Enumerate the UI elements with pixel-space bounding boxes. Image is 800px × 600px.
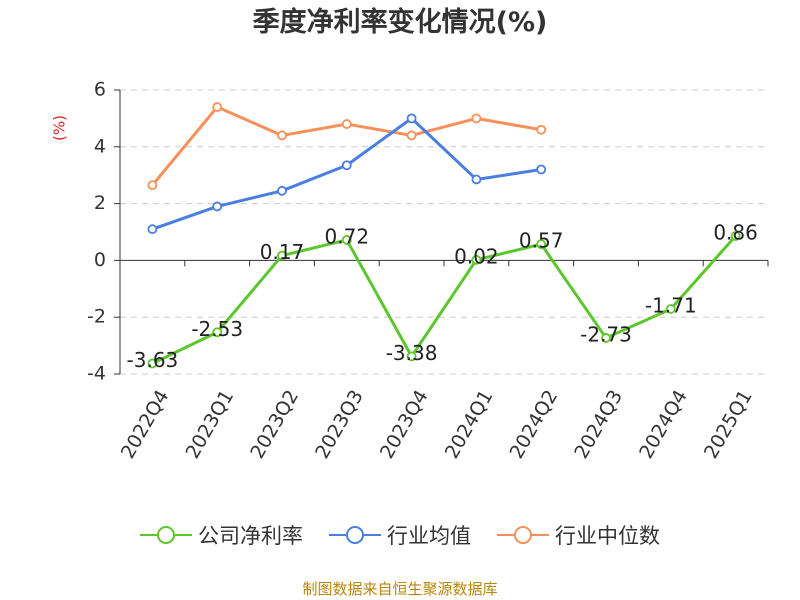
data-point-0 <box>147 358 158 369</box>
data-point-0 <box>601 333 611 343</box>
x-tick-label: 2025Q1 <box>700 386 757 462</box>
data-point-0 <box>471 254 482 265</box>
data-point-1 <box>406 113 417 124</box>
x-tick-label: 2024Q2 <box>506 386 563 462</box>
legend-label-industry-median: 行业中位数 <box>555 524 660 548</box>
data-label: 0.17 <box>260 240 305 264</box>
series-line-2 <box>151 105 542 187</box>
data-point-0 <box>341 235 352 245</box>
data-point-1 <box>277 185 287 196</box>
y-tick-label: 6 <box>94 79 106 101</box>
data-point-2 <box>212 102 223 112</box>
data-point-2 <box>536 124 547 135</box>
series-line-0 <box>151 234 737 365</box>
data-point-2 <box>406 130 417 141</box>
data-point-0 <box>665 304 676 314</box>
data-point-0 <box>277 250 287 261</box>
x-tick-label: 2023Q3 <box>311 386 368 462</box>
data-label: -3.63 <box>127 348 179 372</box>
series-line-1 <box>151 116 542 231</box>
y-tick-label: -4 <box>87 363 106 385</box>
legend-label-industry-mean: 行业均值 <box>387 524 471 548</box>
data-point-2 <box>147 180 158 191</box>
data-label: 0.86 <box>713 220 758 244</box>
legend: 公司净利率 行业均值 行业中位数 <box>0 520 800 550</box>
data-label: 0.57 <box>519 229 564 253</box>
data-point-2 <box>471 113 482 124</box>
data-point-0 <box>730 231 741 241</box>
data-point-1 <box>212 201 223 212</box>
data-point-1 <box>147 224 158 235</box>
legend-item-company[interactable]: 公司净利率 <box>140 520 303 550</box>
data-label: -3.38 <box>386 341 438 365</box>
x-tick-label: 2022Q4 <box>117 386 174 462</box>
x-tick-label: 2024Q1 <box>441 386 498 462</box>
data-point-1 <box>536 164 547 175</box>
data-label: -1.71 <box>645 293 697 317</box>
data-point-0 <box>406 351 417 362</box>
y-tick-label: -2 <box>87 306 106 328</box>
legend-label-company: 公司净利率 <box>198 524 303 548</box>
legend-item-industry-median[interactable]: 行业中位数 <box>497 520 660 550</box>
data-point-1 <box>471 174 482 185</box>
x-tick-label: 2024Q4 <box>635 386 692 462</box>
data-label: -2.53 <box>191 317 243 341</box>
x-tick-label: 2024Q3 <box>570 386 627 462</box>
data-point-1 <box>341 160 352 171</box>
legend-marker-industry-median <box>497 526 549 544</box>
legend-item-industry-mean[interactable]: 行业均值 <box>329 520 471 550</box>
data-point-2 <box>341 119 352 129</box>
data-point-2 <box>277 130 287 141</box>
chart-title: 季度净利率变化情况(%) <box>252 7 548 38</box>
x-tick-label: 2023Q2 <box>246 386 303 462</box>
y-tick-label: 4 <box>94 135 106 157</box>
x-tick-label: 2023Q4 <box>376 386 433 462</box>
y-axis-label: (%) <box>51 115 69 141</box>
legend-marker-industry-mean <box>329 526 381 544</box>
source-note: 制图数据来自恒生聚源数据库 <box>302 580 498 598</box>
data-label: -2.73 <box>580 322 632 346</box>
data-label: 0.02 <box>454 244 499 268</box>
data-point-0 <box>212 327 223 338</box>
legend-marker-company <box>140 526 192 544</box>
y-tick-label: 0 <box>94 249 106 271</box>
data-label: 0.72 <box>325 224 370 248</box>
x-tick-label: 2023Q1 <box>182 386 239 462</box>
data-point-0 <box>536 239 547 250</box>
y-tick-label: 2 <box>94 192 106 214</box>
